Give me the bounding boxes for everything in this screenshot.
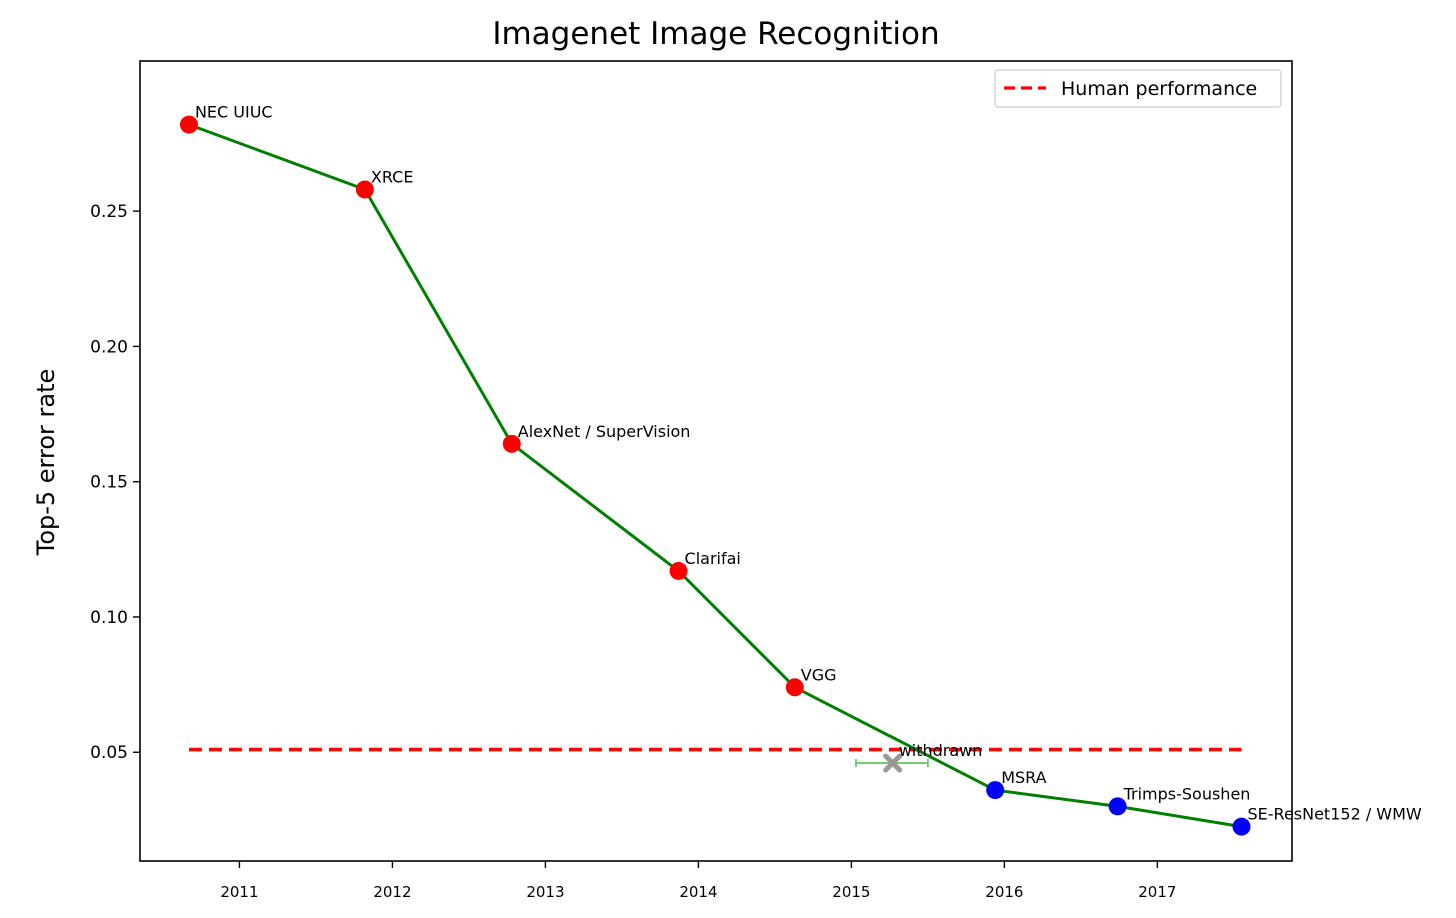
y-axis-label: Top-5 error rate (32, 369, 60, 557)
x-tick-label: 2012 (373, 883, 411, 901)
data-point-label: SE-ResNet152 / WMW (1248, 805, 1422, 824)
plot-frame (139, 60, 1293, 862)
data-point (986, 781, 1005, 800)
data-point (179, 115, 198, 134)
x-tick-label: 2014 (679, 883, 717, 901)
y-tick-label: 0.25 (90, 202, 128, 222)
trend-line (188, 123, 1242, 829)
legend-box (994, 69, 1282, 108)
data-point (502, 434, 521, 453)
data-point-label: NEC UIUC (195, 103, 273, 122)
data-point (785, 678, 804, 697)
y-tick-label: 0.10 (90, 608, 128, 628)
y-tick-label: 0.20 (90, 337, 128, 357)
x-tick-label: 2011 (220, 883, 258, 901)
legend: Human performance (994, 69, 1282, 108)
data-point (1232, 817, 1251, 836)
withdrawn-label: withdrawn (899, 741, 983, 760)
x-tick-label: 2017 (1138, 883, 1176, 901)
chart-marks: withdrawn NEC UIUC XRCE AlexNet / SuperVisi… (179, 103, 1422, 836)
data-point-label: XRCE (371, 168, 414, 187)
x-tick-label: 2016 (985, 883, 1023, 901)
chart-title: Imagenet Image Recognition (492, 16, 939, 52)
axes: 0.05 0.10 0.15 0.20 0.25 2011 2012 2013 2014 2015… (90, 202, 1176, 901)
y-tick-label: 0.15 (90, 473, 128, 493)
x-tick-label: 2013 (526, 883, 564, 901)
data-point-label: VGG (801, 665, 837, 684)
data-point-label: Trimps-Soushen (1123, 784, 1251, 803)
y-tick-label: 0.05 (90, 743, 128, 763)
data-point (355, 180, 374, 199)
data-point (1108, 797, 1127, 816)
withdrawn-marker (883, 753, 903, 773)
data-point (669, 561, 688, 580)
x-tick-label: 2015 (832, 883, 870, 901)
data-point-label: MSRA (1001, 768, 1046, 787)
legend-human-label: Human performance (1061, 78, 1257, 100)
data-point-label: Clarifai (685, 549, 741, 568)
data-point-label: AlexNet / SuperVision (518, 422, 691, 441)
